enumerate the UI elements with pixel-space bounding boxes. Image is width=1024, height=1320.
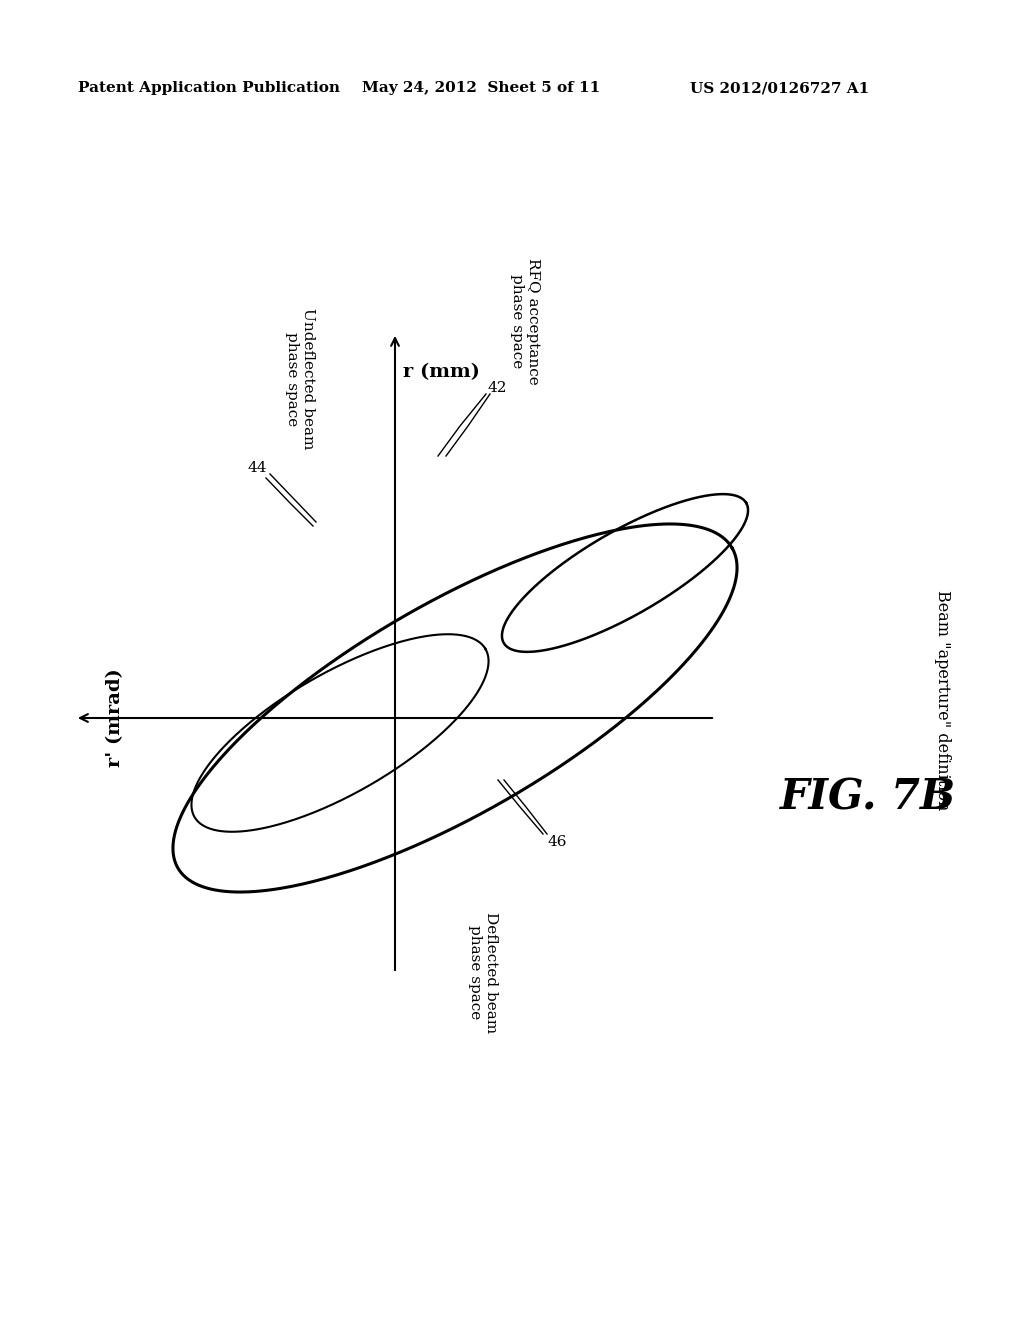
Text: r (mm): r (mm) bbox=[403, 363, 480, 381]
Text: RFQ acceptance
phase space: RFQ acceptance phase space bbox=[510, 257, 541, 384]
Text: Deflected beam
phase space: Deflected beam phase space bbox=[468, 912, 499, 1034]
Text: 46: 46 bbox=[548, 836, 567, 849]
Text: Beam "aperture" definition: Beam "aperture" definition bbox=[934, 590, 950, 810]
Text: May 24, 2012  Sheet 5 of 11: May 24, 2012 Sheet 5 of 11 bbox=[362, 81, 600, 95]
Text: Undeflected beam
phase space: Undeflected beam phase space bbox=[285, 308, 315, 449]
Text: r' (mrad): r' (mrad) bbox=[106, 669, 124, 767]
Text: FIG. 7B: FIG. 7B bbox=[780, 777, 956, 818]
Text: 42: 42 bbox=[488, 381, 508, 395]
Text: US 2012/0126727 A1: US 2012/0126727 A1 bbox=[690, 81, 869, 95]
Text: 44: 44 bbox=[248, 461, 267, 475]
Text: Patent Application Publication: Patent Application Publication bbox=[78, 81, 340, 95]
